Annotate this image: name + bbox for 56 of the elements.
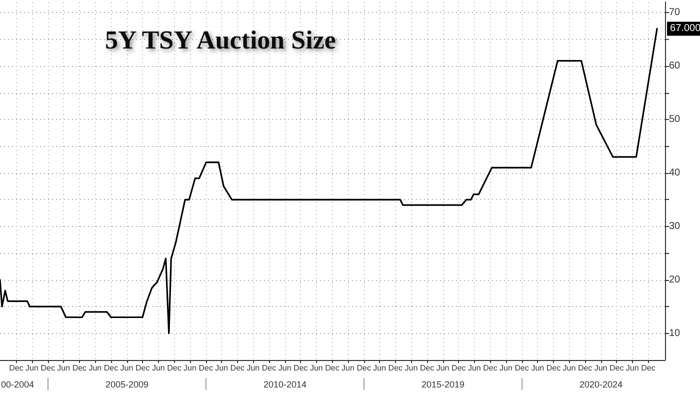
text: 00-2004	[1, 380, 34, 390]
x-tick-label: Jun	[342, 364, 354, 372]
x-tick-label: Dec	[167, 364, 182, 372]
x-tick-label: Jun	[184, 364, 196, 372]
x-tick-label: Dec	[452, 364, 466, 372]
data-label: 67.000	[670, 23, 700, 34]
x-tick-label: Jun	[88, 364, 102, 372]
x-tick-label: Dec	[388, 364, 403, 372]
x-tick-label: Jun	[215, 364, 228, 372]
x-tick-label: Jun	[373, 364, 386, 372]
y-tick-label: 50	[669, 114, 681, 126]
x-tick-label: Jun	[310, 364, 323, 372]
x-tick-label: Dec	[514, 364, 529, 372]
x-tick-label: Dec	[546, 364, 561, 372]
line-series	[0, 28, 658, 334]
text: 5Y TSY Auction Size	[105, 26, 336, 54]
x-tick-label: Jun	[562, 364, 576, 372]
x-tick-label: Dec	[578, 364, 592, 372]
y-tick-label: 70	[669, 7, 681, 18]
x-tick-label: Dec	[72, 364, 87, 372]
text: 2020-2024	[579, 380, 623, 390]
x-tick-label: Dec	[198, 364, 213, 372]
x-tick-label: Dec	[40, 364, 55, 372]
y-tick-label: 20	[669, 274, 681, 286]
x-tick-label: Jun	[404, 364, 418, 372]
y-tick-label: 60	[669, 60, 681, 72]
x-tick-label: Jun	[468, 364, 481, 372]
x-tick-label: Dec	[294, 364, 308, 372]
text: 2015-2019	[421, 380, 465, 390]
text: 2005-2009	[105, 380, 149, 390]
x-tick-label: Dec	[420, 364, 434, 372]
x-tick-label: Jun	[26, 364, 38, 372]
text: 2010-2014	[263, 380, 307, 390]
x-tick-label: Dec	[230, 364, 245, 372]
x-tick-label: Jun	[500, 364, 512, 372]
x-tick-label: Dec	[356, 364, 371, 372]
y-tick-label: 40	[669, 167, 681, 178]
x-tick-label: Dec	[325, 364, 340, 372]
x-tick-label: Dec	[641, 364, 656, 372]
x-tick-label: Dec	[9, 364, 24, 372]
x-tick-label: Jun	[626, 364, 639, 372]
x-tick-label: Dec	[135, 364, 150, 372]
y-tick-label: 10	[669, 328, 681, 339]
x-tick-label: Jun	[436, 364, 450, 372]
x-tick-label: Jun	[594, 364, 608, 372]
x-tick-label: Dec	[104, 364, 118, 372]
y-tick-label: 30	[669, 220, 681, 232]
x-tick-label: Jun	[120, 364, 134, 372]
x-tick-label: Dec	[262, 364, 276, 372]
x-tick-label: Jun	[278, 364, 292, 372]
x-tick-label: Dec	[610, 364, 624, 372]
x-tick-label: Jun	[57, 364, 70, 372]
x-tick-label: Jun	[531, 364, 544, 372]
x-tick-label: Jun	[152, 364, 165, 372]
x-tick-label: Dec	[483, 364, 498, 372]
x-tick-label: Jun	[246, 364, 260, 372]
